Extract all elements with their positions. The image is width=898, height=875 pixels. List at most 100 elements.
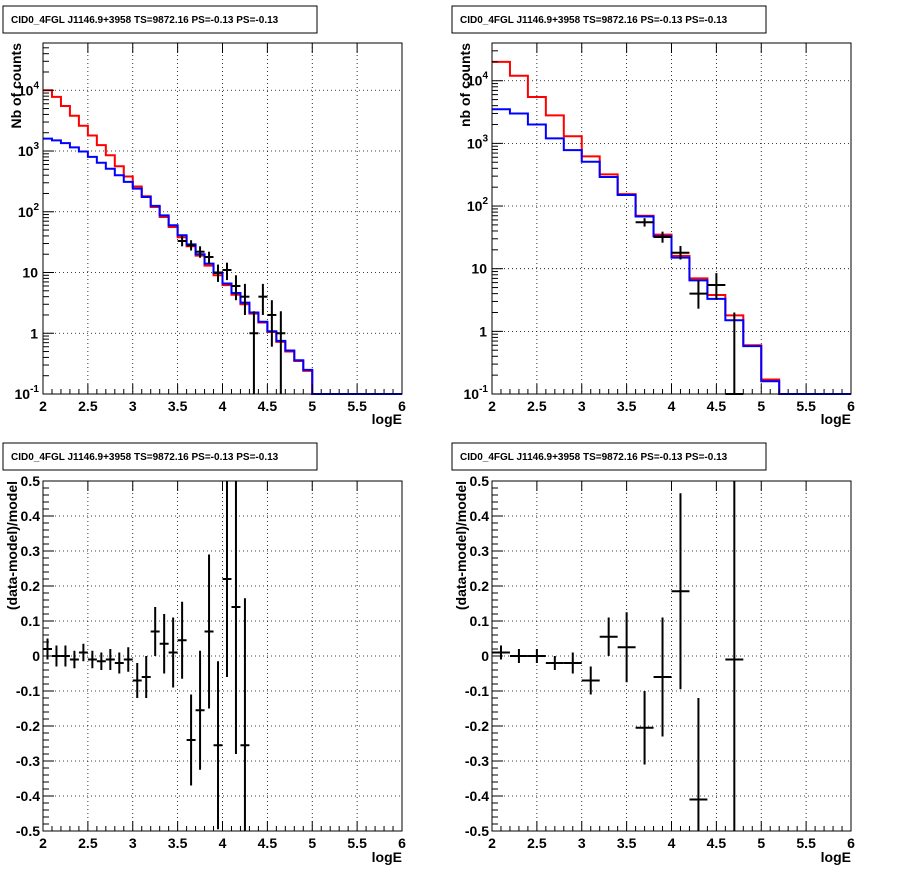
x-tick-label: 3.5 (617, 835, 637, 851)
panel-3-title: CID0_4FGL J1146.9+3958 TS=9872.16 PS=-0.… (11, 452, 279, 463)
panel-2-grid (492, 43, 851, 394)
y-tick-label: -0.5 (465, 823, 489, 839)
y-tick-label: 0.4 (21, 508, 41, 524)
panel-1-series (43, 89, 402, 395)
panel-1-xlabel: logE (372, 411, 402, 427)
x-tick-label: 5 (757, 398, 765, 414)
x-tick-label: 2 (488, 835, 496, 851)
x-tick-label: 4.5 (707, 835, 727, 851)
x-tick-label: 2 (39, 835, 47, 851)
x-tick-label: 2.5 (527, 398, 547, 414)
y-tick-label: -0.2 (465, 718, 489, 734)
y-tick-label: 103 (18, 141, 40, 159)
panel-3-grid (43, 481, 402, 831)
x-tick-label: 4.5 (258, 835, 278, 851)
x-tick-label: 3 (578, 835, 586, 851)
x-tick-label: 5.5 (796, 398, 816, 414)
y-tick-label: -0.5 (16, 823, 40, 839)
y-tick-label: 0 (32, 648, 40, 664)
panel-2-title-box (451, 5, 767, 34)
panel-2-ticks: 2 2.5 3 3.5 4 4.5 5 5.5 6 10-1 1 10 102 103 104 (464, 42, 855, 414)
x-tick-label: 5 (757, 835, 765, 851)
x-tick-label: 2 (39, 398, 47, 414)
y-tick-label: -0.4 (465, 788, 489, 804)
panel-1-points (177, 235, 286, 394)
x-tick-label: 4.5 (258, 398, 278, 414)
panel-4-ticks: 2 2.5 3 3.5 4 4.5 5 5.5 6 -0.5 -0.4 -0.3 -0.2 -0.1 0 0.… (465, 473, 855, 851)
x-tick-label: 3.5 (617, 398, 637, 414)
y-tick-label: 0.4 (470, 508, 490, 524)
y-tick-label: -0.3 (465, 753, 489, 769)
x-tick-label: 2.5 (527, 835, 547, 851)
x-tick-label: 3 (578, 398, 586, 414)
x-tick-label: 3 (129, 398, 137, 414)
y-tick-label: 0.5 (21, 473, 41, 489)
y-tick-label: -0.1 (16, 683, 40, 699)
x-tick-label: 3.5 (168, 835, 188, 851)
panel-4-residuals-right: CID0_4FGL J1146.9+3958 TS=9872.16 PS=-0.… (451, 442, 855, 865)
y-tick-label: -0.4 (16, 788, 40, 804)
x-tick-label: 3 (129, 835, 137, 851)
panel-4-title: CID0_4FGL J1146.9+3958 TS=9872.16 PS=-0.… (460, 452, 728, 463)
panel-2-title: CID0_4FGL J1146.9+3958 TS=9872.16 PS=-0.… (460, 15, 728, 26)
panel-3-xlabel: logE (372, 849, 402, 865)
y-tick-label: 0.3 (21, 543, 41, 559)
x-tick-label: 2.5 (78, 398, 98, 414)
y-tick-label: 0.1 (470, 613, 490, 629)
x-tick-label: 5.5 (347, 398, 367, 414)
y-tick-label: -0.3 (16, 753, 40, 769)
y-tick-label: 0 (481, 648, 489, 664)
panel-4-xlabel: logE (821, 849, 851, 865)
panel-4-points (492, 481, 744, 831)
x-tick-label: 5 (308, 398, 316, 414)
y-tick-label: 104 (467, 71, 489, 89)
x-tick-label: 4 (668, 835, 676, 851)
x-tick-label: 2 (488, 398, 496, 414)
panel-1-counts-left: CID0_4FGL J1146.9+3958 TS=9872.16 PS=-0.… (2, 5, 406, 427)
panel-1-title-box (2, 5, 318, 34)
y-tick-label: 0.1 (21, 613, 41, 629)
x-tick-label: 5.5 (796, 835, 816, 851)
panel-2-counts-right: CID0_4FGL J1146.9+3958 TS=9872.16 PS=-0.… (451, 5, 855, 427)
panel-3-points (43, 481, 250, 831)
x-tick-label: 4 (668, 398, 676, 414)
x-tick-label: 2.5 (78, 835, 98, 851)
panel-1-ylabel: Nb of counts (8, 43, 24, 129)
panel-1-title: CID0_4FGL J1146.9+3958 TS=9872.16 PS=-0.… (11, 15, 279, 26)
x-tick-label: 6 (398, 835, 406, 851)
y-tick-label: 0.3 (470, 543, 490, 559)
x-tick-label: 6 (398, 398, 406, 414)
panel-1-ticks: 2 2.5 3 3.5 4 4.5 5 5.5 6 10-1 1 10 102 103 104 (15, 42, 406, 414)
y-tick-label: 0.2 (21, 578, 41, 594)
y-tick-label: 0.2 (470, 578, 490, 594)
y-tick-label: 102 (467, 196, 489, 214)
x-tick-label: 6 (847, 835, 855, 851)
y-tick-label: -0.1 (465, 683, 489, 699)
x-tick-label: 3.5 (168, 398, 188, 414)
y-tick-label: 10-1 (15, 384, 40, 402)
y-tick-label: 1 (479, 323, 487, 339)
y-tick-label: 0.5 (470, 473, 490, 489)
x-tick-label: 4 (219, 398, 227, 414)
panel-4-title-box (451, 442, 767, 471)
panel-3-ticks: 2 2.5 3 3.5 4 4.5 5 5.5 6 -0.5 -0.4 -0.3 -0.2 -0.1 0 0.… (16, 473, 406, 851)
x-tick-label: 5 (308, 835, 316, 851)
y-tick-label: 102 (18, 202, 40, 220)
y-tick-label: 10 (471, 261, 487, 277)
y-tick-label: 10 (22, 265, 38, 281)
x-tick-label: 5.5 (347, 835, 367, 851)
panel-3-residuals-left: CID0_4FGL J1146.9+3958 TS=9872.16 PS=-0.… (2, 442, 406, 865)
x-tick-label: 6 (847, 398, 855, 414)
panel-3-ylabel: (data-model)/model (4, 481, 20, 610)
x-tick-label: 4 (219, 835, 227, 851)
panel-3-title-box (2, 442, 318, 471)
histogram-series-blue (43, 137, 402, 395)
panel-1-grid (43, 43, 402, 394)
x-tick-label: 4.5 (707, 398, 727, 414)
y-tick-label: 1 (30, 325, 38, 341)
panel-2-xlabel: logE (821, 411, 851, 427)
panel-2-points (635, 218, 744, 395)
y-tick-label: -0.2 (16, 718, 40, 734)
y-tick-label: 103 (467, 133, 489, 151)
panel-4-ylabel: (data-model)/model (453, 481, 469, 610)
